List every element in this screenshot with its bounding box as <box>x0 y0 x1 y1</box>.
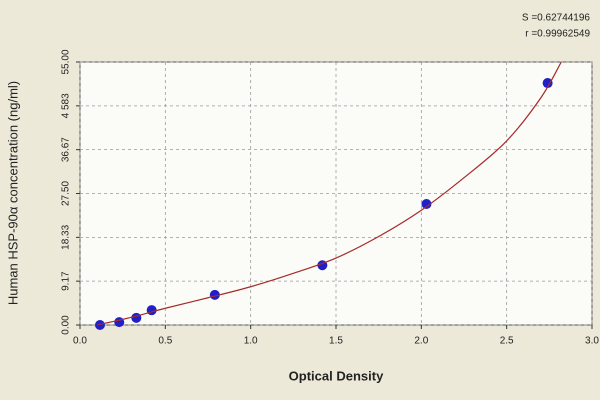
y-tick-label: 18.33 <box>61 224 72 249</box>
data-point <box>146 305 157 316</box>
y-tick-label: 27.50 <box>61 181 72 206</box>
x-tick-label: 0.0 <box>73 336 87 347</box>
y-axis-label: Human HSP-90α concentration (ng/ml) <box>5 81 20 305</box>
x-tick-label: 1.5 <box>329 336 343 347</box>
x-tick-label: 1.0 <box>244 336 258 347</box>
x-tick-label: 2.5 <box>500 336 514 347</box>
y-tick-label: 4 583 <box>61 93 72 118</box>
y-tick-label: 9.17 <box>61 271 72 291</box>
x-tick-label: 2.0 <box>414 336 428 347</box>
data-point <box>94 320 105 330</box>
data-point <box>114 317 125 328</box>
annotation: S =0.62744196 <box>522 13 591 24</box>
y-tick-label: 36.67 <box>61 137 72 162</box>
y-tick-label: 0.00 <box>61 315 72 335</box>
data-point <box>542 78 553 89</box>
x-tick-label: 0.5 <box>158 336 172 347</box>
data-point <box>131 312 142 323</box>
data-point <box>421 199 432 210</box>
data-point <box>209 289 220 300</box>
y-tick-label: 55.00 <box>61 49 72 74</box>
fit-curve <box>96 61 562 326</box>
x-tick-label: 3.0 <box>585 336 599 347</box>
annotation: r =0.99962549 <box>525 29 590 40</box>
x-axis-label: Optical Density <box>289 368 384 383</box>
